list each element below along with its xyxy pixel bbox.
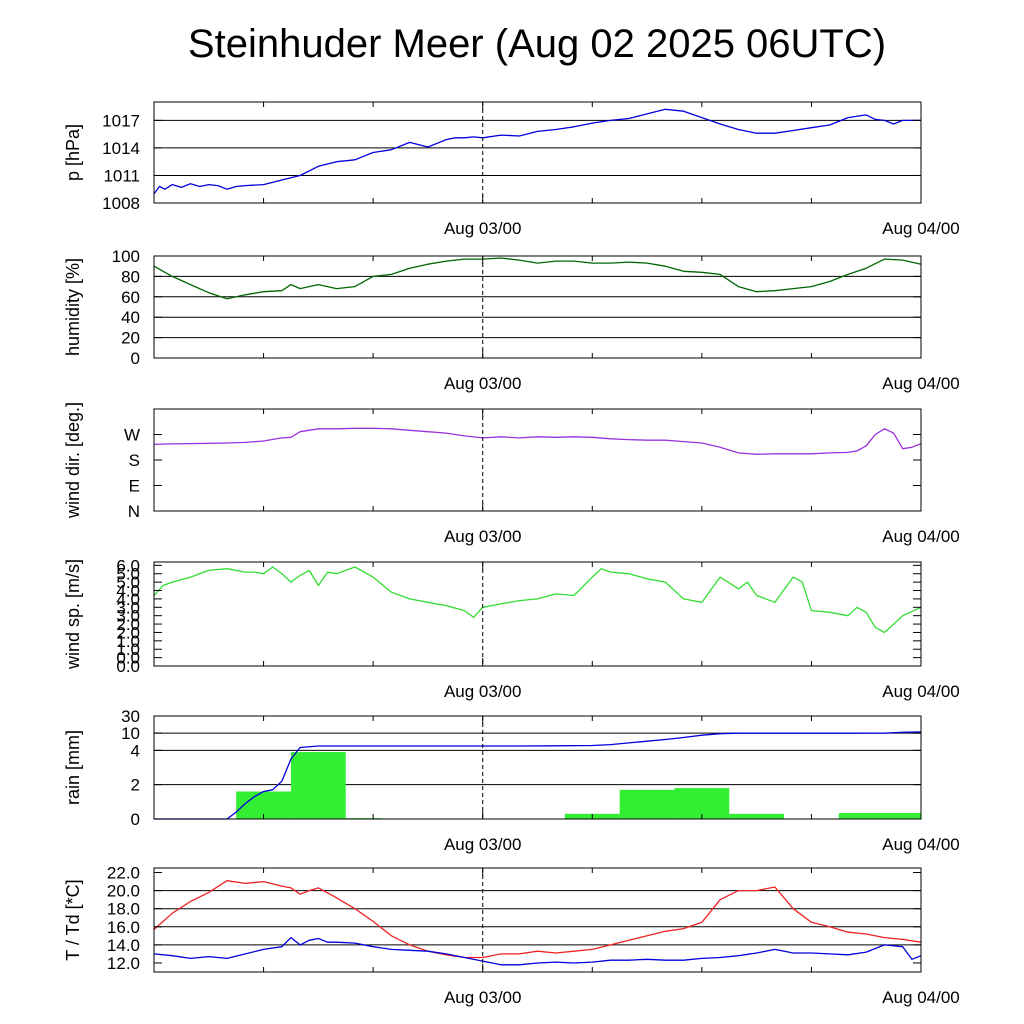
series-line-t <box>153 880 922 959</box>
y-tick-label: 1014 <box>102 139 140 158</box>
y-axis-label: p [hPa] <box>63 124 83 181</box>
x-tick-label: Aug 03/00 <box>444 219 522 238</box>
y-tick-label: 0 <box>131 810 140 829</box>
y-tick-label: N <box>128 502 140 521</box>
rain-bar <box>290 752 346 819</box>
series-line-td <box>153 936 922 966</box>
y-tick-label: 14.0 <box>107 936 140 955</box>
y-tick-label: 1.0 <box>116 640 140 659</box>
x-tick-label: Aug 04/00 <box>882 527 960 546</box>
y-tick-label: 12.0 <box>107 954 140 973</box>
y-tick-label: 1008 <box>102 194 140 213</box>
y-axis-label: wind dir. [deg.] <box>63 402 83 519</box>
chart-title: Steinhuder Meer (Aug 02 2025 06UTC) <box>187 22 887 66</box>
y-tick-label: 3.0 <box>116 607 140 626</box>
rain-bar <box>838 812 921 819</box>
y-tick-label: 4.0 <box>116 590 140 609</box>
y-axis-label: T / Td [*C] <box>63 879 83 960</box>
y-tick-label: 100 <box>112 247 140 266</box>
y-tick-label: 60 <box>121 288 140 307</box>
y-tick-label: 16.0 <box>107 918 140 937</box>
x-tick-label: Aug 04/00 <box>882 219 960 238</box>
x-tick-label: Aug 03/00 <box>444 374 522 393</box>
y-tick-label: 18.0 <box>107 900 140 919</box>
y-tick-label: E <box>129 477 140 496</box>
y-tick-label: W <box>124 426 140 445</box>
x-tick-label: Aug 04/00 <box>882 835 960 854</box>
y-tick-label: 1.0 <box>116 632 140 651</box>
y-tick-label: 5.0 <box>116 565 140 584</box>
y-tick-label: 0.0 <box>116 649 140 668</box>
y-tick-label: 2.0 <box>116 615 140 634</box>
x-tick-label: Aug 03/00 <box>444 527 522 546</box>
x-tick-label: Aug 03/00 <box>444 988 522 1007</box>
y-tick-label: 20 <box>121 329 140 348</box>
y-tick-label: 10 <box>121 724 140 743</box>
series-line <box>153 257 922 300</box>
plot-frame <box>153 408 922 512</box>
y-tick-label: 2 <box>131 776 140 795</box>
y-tick-label: 1017 <box>102 111 140 130</box>
plot-frame <box>153 561 922 667</box>
rain-bar <box>729 813 785 819</box>
y-tick-label: 40 <box>121 308 140 327</box>
plot-frame <box>153 255 922 359</box>
plot-frame <box>153 867 922 973</box>
y-axis-label: wind sp. [m/s] <box>63 559 83 670</box>
rain-bar <box>619 789 675 819</box>
y-tick-label: 22.0 <box>107 864 140 883</box>
x-tick-label: Aug 03/00 <box>444 682 522 701</box>
y-axis-label: rain [mm] <box>63 730 83 805</box>
x-tick-label: Aug 03/00 <box>444 835 522 854</box>
series-line <box>153 427 922 455</box>
x-tick-label: Aug 04/00 <box>882 988 960 1007</box>
rain-bar <box>674 788 730 819</box>
y-tick-label: 4.0 <box>116 582 140 601</box>
y-tick-label: 2.0 <box>116 623 140 642</box>
y-tick-label: 30 <box>121 707 140 726</box>
y-tick-label: 5.0 <box>116 573 140 592</box>
y-tick-label: 6.0 <box>116 556 140 575</box>
y-tick-label: 3.0 <box>116 598 140 617</box>
panel-4: 0.01.02.03.04.05.06.00.01.02.03.04.05.0w… <box>63 556 960 701</box>
series-line <box>153 108 921 195</box>
series-line <box>154 731 922 820</box>
y-tick-label: 0 <box>131 349 140 368</box>
y-tick-label: 20.0 <box>107 882 140 901</box>
x-tick-label: Aug 04/00 <box>882 374 960 393</box>
y-tick-label: 4 <box>131 741 140 760</box>
y-tick-label: 1011 <box>103 166 140 185</box>
y-axis-label: humidity [%] <box>63 258 83 356</box>
panel-6: 12.014.016.018.020.022.0 T / Td [*C] Aug 0… <box>63 864 960 1007</box>
y-tick-label: S <box>129 451 140 470</box>
plot-frame <box>153 101 922 204</box>
y-tick-label: 80 <box>121 267 140 286</box>
plot-frame <box>153 715 922 820</box>
panel-1: 1008 1011 1014 1017 p [hPa] Aug 03/00 Aug 04/0… <box>63 101 960 238</box>
x-tick-label: Aug 04/00 <box>882 682 960 701</box>
series-line <box>153 566 922 634</box>
y-tick-label: 0.0 <box>116 657 140 676</box>
